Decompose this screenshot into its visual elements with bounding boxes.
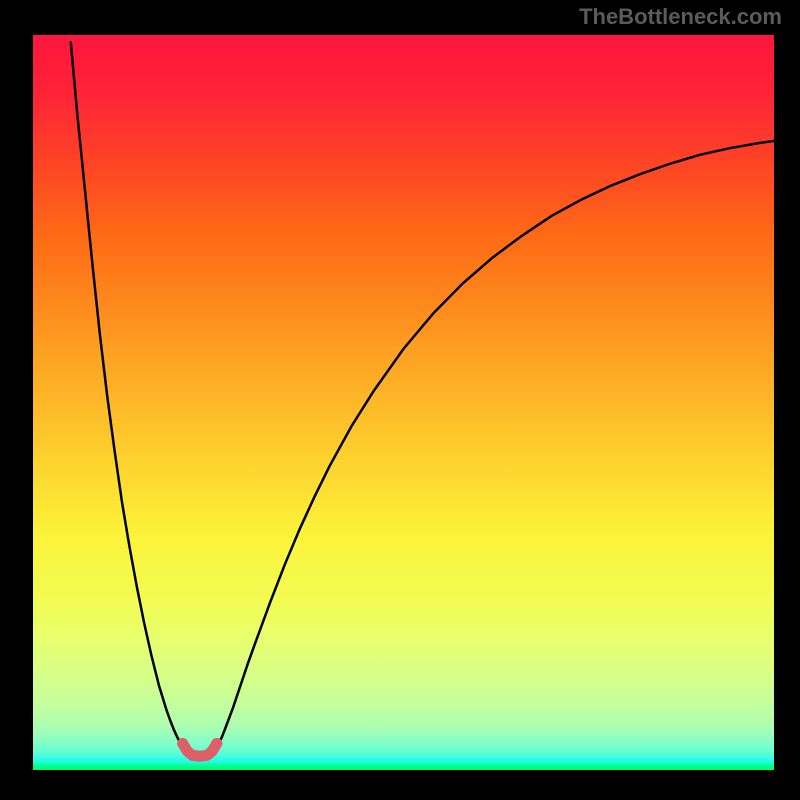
valley-marker-dot [211,738,222,749]
watermark-label: TheBottleneck.com [579,4,782,30]
gradient-background [33,35,774,770]
bottleneck-chart [33,35,774,770]
chart-container: TheBottleneck.com [0,0,800,800]
valley-marker-dot [177,738,188,749]
